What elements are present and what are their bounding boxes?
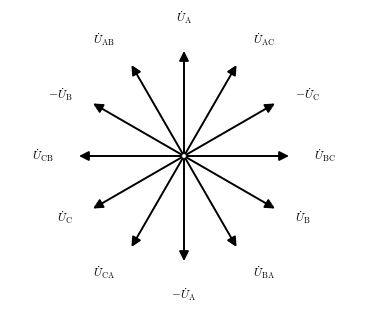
Text: $\dot{U}_{\rm B}$: $\dot{U}_{\rm B}$ <box>296 209 311 226</box>
Text: $\dot{U}_{\rm C}$: $\dot{U}_{\rm C}$ <box>57 209 72 226</box>
Text: $\dot{U}_{\rm AC}$: $\dot{U}_{\rm AC}$ <box>253 31 275 48</box>
Text: $\dot{U}_{\rm BC}$: $\dot{U}_{\rm BC}$ <box>314 148 336 164</box>
Text: $\dot{U}_{\rm CB}$: $\dot{U}_{\rm CB}$ <box>32 148 54 164</box>
Text: $-\dot{U}_{\rm B}$: $-\dot{U}_{\rm B}$ <box>47 86 72 103</box>
Text: $\dot{U}_{\rm BA}$: $\dot{U}_{\rm BA}$ <box>253 264 275 281</box>
Text: $\dot{U}_{\rm CA}$: $\dot{U}_{\rm CA}$ <box>93 264 115 281</box>
Text: $\dot{U}_{\rm A}$: $\dot{U}_{\rm A}$ <box>176 9 192 26</box>
Text: $\dot{U}_{\rm AB}$: $\dot{U}_{\rm AB}$ <box>93 31 115 48</box>
Text: $-\dot{U}_{\rm C}$: $-\dot{U}_{\rm C}$ <box>296 86 321 103</box>
Text: $-\dot{U}_{\rm A}$: $-\dot{U}_{\rm A}$ <box>171 286 197 303</box>
